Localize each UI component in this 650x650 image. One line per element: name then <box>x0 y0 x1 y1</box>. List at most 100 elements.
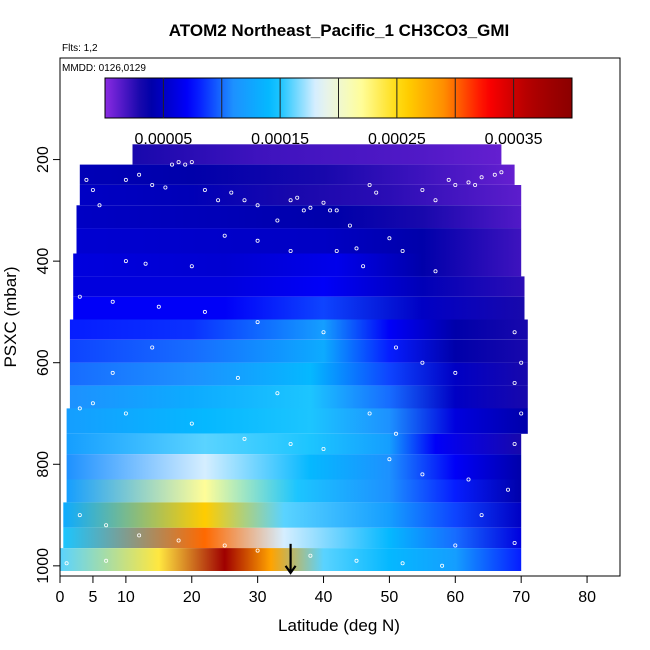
colorbar-tick-label: 0.00035 <box>485 131 543 148</box>
heatmap-band <box>66 408 528 434</box>
sample-point <box>512 380 517 385</box>
sample-point <box>288 441 293 446</box>
chart-title: ATOM2 Northeast_Pacific_1 CH3CO3_GMI <box>169 21 509 40</box>
sample-point <box>400 248 405 253</box>
heatmap-area <box>60 144 528 571</box>
y-tick-label: 400 <box>35 248 52 275</box>
sample-point <box>321 446 326 451</box>
y-axis-label: PSXC (mbar) <box>1 266 20 367</box>
heatmap-band <box>66 479 522 503</box>
y-tick-label: 200 <box>35 146 52 173</box>
heatmap-band <box>79 185 522 206</box>
sample-point <box>156 304 161 309</box>
sample-point <box>328 208 333 213</box>
y-tick-label: 800 <box>35 451 52 478</box>
sample-point <box>387 457 392 462</box>
x-tick-label: 20 <box>183 589 201 606</box>
sample-point <box>374 190 379 195</box>
sample-point <box>143 261 148 266</box>
sample-point <box>334 248 339 253</box>
sample-point <box>400 561 405 566</box>
heatmap-band <box>76 228 522 254</box>
sample-point <box>202 187 207 192</box>
heatmap-band <box>63 527 522 549</box>
sample-point <box>367 182 372 187</box>
sample-point <box>288 248 293 253</box>
sample-point <box>163 185 168 190</box>
sample-point <box>440 563 445 568</box>
heatmap-band <box>63 502 522 528</box>
sample-point <box>123 177 128 182</box>
sample-point <box>393 431 398 436</box>
sample-point <box>176 538 181 543</box>
sample-point <box>420 472 425 477</box>
location-marker <box>284 543 297 575</box>
sample-point <box>453 182 458 187</box>
sample-point <box>189 264 194 269</box>
sample-point <box>433 269 438 274</box>
sample-point <box>176 160 181 165</box>
sample-point <box>242 436 247 441</box>
sample-points <box>64 160 524 568</box>
sample-point <box>519 411 524 416</box>
sample-point <box>308 205 313 210</box>
sample-point <box>110 370 115 375</box>
x-tick-label: 0 <box>56 589 65 606</box>
sample-point <box>123 411 128 416</box>
x-axis-label: Latitude (deg N) <box>278 616 400 635</box>
sample-point <box>420 360 425 365</box>
flights-label: Flts: 1,2 <box>62 43 98 54</box>
sample-point <box>512 330 517 335</box>
sample-point <box>235 375 240 380</box>
sample-point <box>420 187 425 192</box>
sample-point <box>169 162 174 167</box>
sample-point <box>466 180 471 185</box>
sample-point <box>97 203 102 208</box>
sample-point <box>104 523 109 528</box>
sample-point <box>446 177 451 182</box>
sample-point <box>84 177 89 182</box>
sample-point <box>77 294 82 299</box>
sample-point <box>255 320 260 325</box>
sample-point <box>479 513 484 518</box>
x-tick-label: 40 <box>315 589 333 606</box>
sample-point <box>354 246 359 251</box>
sample-point <box>222 233 227 238</box>
sample-point <box>189 421 194 426</box>
sample-point <box>255 548 260 553</box>
x-tick-label: 30 <box>249 589 267 606</box>
sample-point <box>512 541 517 546</box>
sample-point <box>255 238 260 243</box>
sample-point <box>433 198 438 203</box>
heatmap-band <box>69 362 528 386</box>
heatmap-band <box>79 164 515 185</box>
sample-point <box>216 198 221 203</box>
sample-point <box>466 477 471 482</box>
sample-point <box>301 208 306 213</box>
sample-point <box>77 513 82 518</box>
x-tick-label: 10 <box>117 589 135 606</box>
heatmap-band <box>76 205 522 229</box>
sample-point <box>308 553 313 558</box>
sample-point <box>512 441 517 446</box>
heatmap-band <box>132 144 502 165</box>
x-axis: 0 5 10 20 30 40 50 60 70 80 <box>56 576 596 606</box>
sample-point <box>189 160 194 165</box>
sample-point <box>137 533 142 538</box>
sample-point <box>505 487 510 492</box>
sample-point <box>77 406 82 411</box>
colorbar: 0.00005 0.00015 0.00025 0.00035 <box>104 77 573 148</box>
y-tick-label: 1000 <box>35 548 52 584</box>
colorbar-tick-label: 0.00005 <box>134 131 192 148</box>
y-tick-label: 600 <box>35 349 52 376</box>
sample-point <box>479 175 484 180</box>
date-label: MMDD: 0126,0129 <box>62 63 146 74</box>
sample-point <box>90 401 95 406</box>
sample-point <box>354 558 359 563</box>
sample-point <box>150 182 155 187</box>
x-tick-label: 70 <box>512 589 530 606</box>
heatmap-band <box>66 433 522 455</box>
sample-point <box>321 330 326 335</box>
sample-point <box>275 391 280 396</box>
